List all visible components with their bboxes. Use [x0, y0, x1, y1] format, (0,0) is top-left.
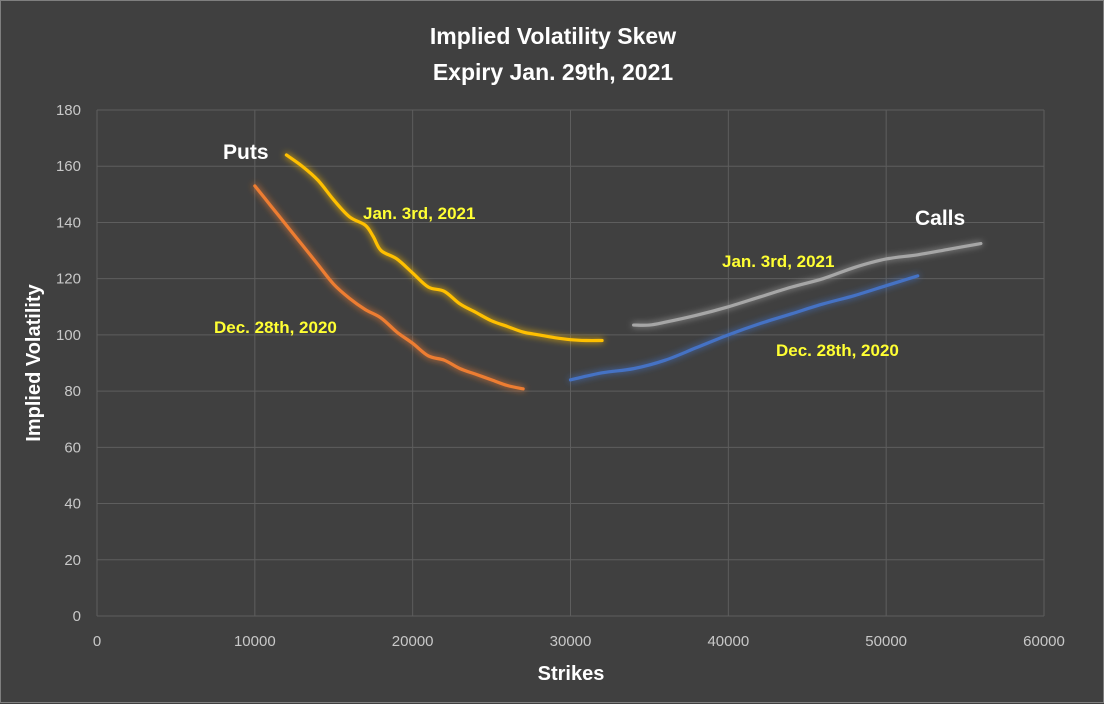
- gridlines: [96, 109, 1045, 617]
- calls-jan-series-label: Jan. 3rd, 2021: [722, 252, 834, 271]
- puts-jan-series-label: Jan. 3rd, 2021: [363, 204, 475, 223]
- y-tick-label: 20: [64, 552, 81, 569]
- series-line-puts-0: [284, 153, 604, 343]
- y-tick-label: 180: [56, 102, 81, 119]
- puts-label: Puts: [223, 141, 269, 164]
- y-tick-label: 80: [64, 383, 81, 400]
- chart-title: Implied Volatility Skew: [430, 23, 676, 49]
- calls-label: Calls: [915, 207, 965, 230]
- x-axis-title: Strikes: [538, 663, 605, 685]
- x-tick-label: 10000: [234, 633, 276, 650]
- series-line-calls-3: [568, 274, 920, 382]
- puts-dec-series-label: Dec. 28th, 2020: [214, 318, 337, 337]
- x-tick-label: 40000: [707, 633, 749, 650]
- calls-dec-series-label: Dec. 28th, 2020: [776, 341, 899, 360]
- series-line-puts-1: [253, 184, 525, 391]
- x-tick-label: 60000: [1023, 633, 1065, 650]
- y-tick-label: 160: [56, 158, 81, 175]
- series-line-calls-2: [632, 241, 983, 327]
- y-tick-label: 60: [64, 439, 81, 456]
- tick-labels: 0 20 40 60 80 100 120 140 160 180 0 10000 20000 30000…: [56, 102, 1065, 650]
- y-tick-label: 100: [56, 327, 81, 344]
- x-tick-label: 20000: [392, 633, 434, 650]
- x-tick-label: 30000: [550, 633, 592, 650]
- x-tick-label: 0: [93, 633, 101, 650]
- y-axis-title: Implied Volatility: [23, 283, 45, 441]
- y-tick-label: 40: [64, 496, 81, 513]
- series-lines: [253, 153, 983, 391]
- chart-subtitle: Expiry Jan. 29th, 2021: [433, 59, 674, 85]
- y-tick-label: 120: [56, 271, 81, 288]
- y-tick-label: 140: [56, 214, 81, 231]
- y-tick-label: 0: [73, 608, 81, 625]
- x-tick-label: 50000: [865, 633, 907, 650]
